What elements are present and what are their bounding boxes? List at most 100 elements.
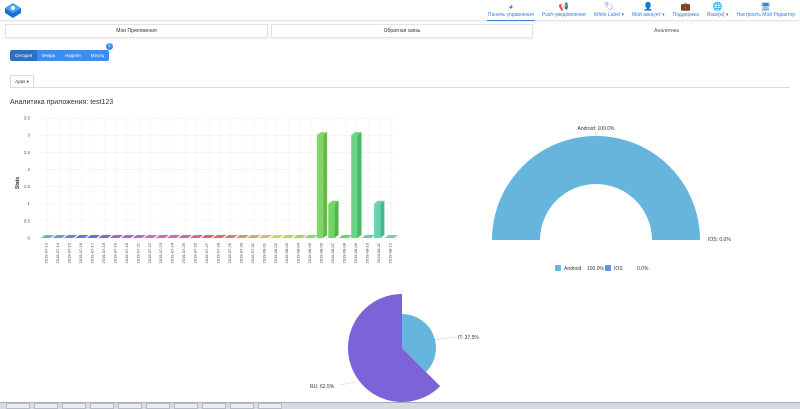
bar-side <box>323 132 328 238</box>
x-tick-label: 2019-08-01 <box>261 242 266 263</box>
nav-item-0[interactable]: ◕ Панель управления <box>486 2 535 21</box>
nav-item-3[interactable]: 👤 Мой аккаунт ▾ <box>631 2 666 21</box>
monitor-icon: 🖥 <box>760 2 771 11</box>
taskbar-item[interactable] <box>146 403 170 409</box>
x-tick-label: 2019-08-12 <box>387 242 392 263</box>
taskbar-item[interactable] <box>174 403 198 409</box>
bar <box>374 203 381 238</box>
bar-top <box>374 200 385 204</box>
bar <box>155 235 169 238</box>
x-tick-label: 2019-07-31 <box>250 242 255 263</box>
y-axis-label: Stats <box>15 177 21 189</box>
bar <box>247 235 261 238</box>
nav-item-1[interactable]: 📢 Push-уведомления <box>541 2 587 21</box>
cloud-download-icon[interactable]: ⇩ <box>106 43 113 50</box>
bar-top <box>351 132 362 136</box>
nav-item-6[interactable]: 🖥 Настроить Мой Редактор <box>735 2 796 21</box>
x-tick-label: 2019-07-24 <box>170 242 175 263</box>
y-tick-label: 2.5 <box>24 150 31 155</box>
y-tick-label: 1 <box>27 201 30 206</box>
x-tick-label: 2019-07-19 <box>112 242 117 263</box>
x-tick-label: 2019-08-04 <box>296 242 301 263</box>
period-month-button[interactable]: Месяц <box>85 50 110 61</box>
ios-data-label: IOS: 0.0% <box>708 237 731 243</box>
nav-item-2[interactable]: 🏷 White Label ▾ <box>593 2 625 21</box>
taskbar-item[interactable] <box>90 403 114 409</box>
bar <box>98 235 112 238</box>
bar <box>338 235 353 238</box>
x-tick-label: 2019-08-06 <box>319 242 324 263</box>
taskbar-item[interactable] <box>258 403 282 409</box>
y-tick-label: 2 <box>27 167 30 172</box>
legend-name: Android <box>564 266 581 272</box>
label-connector <box>434 336 456 341</box>
nav-item-5[interactable]: 🌐 Язык(и) ▾ <box>706 2 730 21</box>
bar <box>144 235 158 238</box>
x-tick-label: 2019-07-16 <box>78 242 83 263</box>
nav-item-label: Поддержка <box>672 12 699 18</box>
platform-semi-donut-chart: Android: 100.0% IOS: 0.0% Android 100.0% IOS… <box>492 126 731 272</box>
x-tick-label: 2019-08-02 <box>273 242 278 263</box>
tab-analytics[interactable]: Аналитика <box>536 24 797 38</box>
bar <box>63 235 78 238</box>
pie-slice-it <box>402 314 436 373</box>
nav-item-label: Push-уведомления <box>541 12 586 18</box>
dashboard-icon: ◕ <box>508 2 514 11</box>
taskbar-item[interactable] <box>230 403 254 409</box>
bar <box>52 235 66 238</box>
bar <box>178 235 192 238</box>
nav-item-label: Язык(и) ▾ <box>706 12 729 18</box>
label-connector <box>339 381 356 386</box>
x-tick-label: 2019-07-25 <box>181 242 186 263</box>
bar <box>258 235 273 238</box>
bar <box>316 135 324 238</box>
android-data-label: Android: 100.0% <box>578 126 616 132</box>
legend-swatch <box>605 265 611 271</box>
x-tick-label: 2019-07-14 <box>55 242 60 263</box>
top-header: ◕ Панель управления 📢 Push-уведомления 🏷 Whit… <box>0 0 800 21</box>
language-icon: 🌐 <box>712 2 723 11</box>
period-today-button[interactable]: Сегодня <box>10 50 38 61</box>
tags-icon: 🏷 <box>603 2 614 11</box>
bar <box>292 235 307 238</box>
taskbar-item[interactable] <box>118 403 142 409</box>
x-tick-label: 2019-07-22 <box>147 242 152 263</box>
x-tick-label: 2019-07-23 <box>158 242 163 263</box>
bar <box>328 203 335 238</box>
bar <box>166 235 181 238</box>
bar-side <box>380 200 385 238</box>
tab-my-apps[interactable]: Мои Приложения <box>5 24 268 38</box>
apps-dropdown[interactable]: Apps ▾ <box>10 75 34 88</box>
x-tick-label: 2019-07-20 <box>124 242 129 263</box>
bar <box>75 235 89 238</box>
x-tick-label: 2019-07-30 <box>238 242 243 263</box>
nav-item-4[interactable]: 💼 Поддержка <box>672 2 700 21</box>
user-icon: 👤 <box>643 2 654 11</box>
bar <box>189 235 204 238</box>
bar <box>384 235 398 238</box>
x-tick-label: 2019-07-18 <box>101 242 106 263</box>
app-logo[interactable] <box>4 2 22 19</box>
legend-swatch <box>555 265 561 271</box>
os-taskbar <box>0 402 800 409</box>
x-tick-label: 2019-07-26 <box>193 242 198 263</box>
bar <box>361 235 376 238</box>
country-pie-chart: IT: 37.5% RU: 62.5% <box>310 294 479 402</box>
tab-feedback[interactable]: Обратная связь <box>271 24 533 38</box>
it-data-label: IT: 37.5% <box>458 335 479 341</box>
divider <box>10 87 790 88</box>
page-title: Аналитика приложения: test123 <box>10 99 114 106</box>
bar-top <box>328 200 339 204</box>
taskbar-item[interactable] <box>34 403 58 409</box>
bar-side <box>357 132 362 238</box>
taskbar-item[interactable] <box>202 403 226 409</box>
bar <box>86 235 101 238</box>
taskbar-item[interactable] <box>62 403 86 409</box>
x-tick-label: 2019-08-10 <box>364 242 369 263</box>
bar-top <box>316 132 328 136</box>
taskbar-item[interactable] <box>6 403 30 409</box>
period-week-button[interactable]: Неделя <box>59 50 86 61</box>
x-tick-label: 2019-07-28 <box>216 242 221 263</box>
period-yesterday-button[interactable]: Вчера <box>37 50 60 61</box>
y-tick-label: 0.5 <box>24 218 31 223</box>
